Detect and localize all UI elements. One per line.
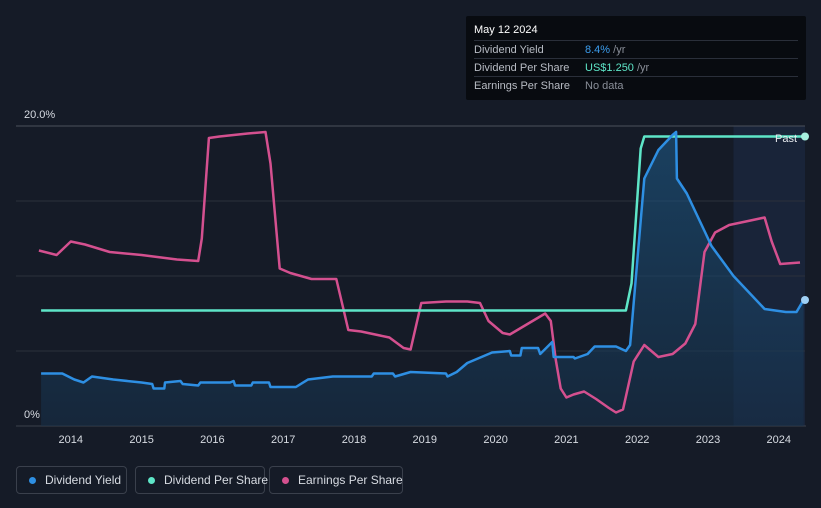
end-markers [801,132,809,304]
x-tick-label: 2016 [200,434,224,446]
legend-dividend-per-share[interactable]: Dividend Per Share [135,466,269,494]
dividend-yield-end-marker [801,296,809,304]
tooltip-row-earnings-per-share: Earnings Per Share No data [474,76,798,95]
legend-dot-icon [282,477,289,484]
dividend-per-share-end-marker [801,132,809,141]
y-axis-label-bottom: 0% [24,409,40,421]
tooltip-dividend-per-share-value: US$1.250 [585,62,634,74]
tooltip-earnings-value: No data [585,80,624,92]
dividend-yield-area [41,132,804,426]
tooltip-label: Dividend Yield [474,44,544,56]
tooltip-label: Earnings Per Share [474,80,570,92]
legend-dot-icon [148,477,155,484]
x-tick-label: 2020 [483,434,507,446]
legend-earnings-per-share[interactable]: Earnings Per Share [269,466,403,494]
tooltip-unit: /yr [610,44,626,56]
legend-label: Earnings Per Share [298,473,403,487]
legend-label: Dividend Yield [45,473,122,487]
x-tick-label: 2023 [696,434,720,446]
tooltip-dividend-yield-value: 8.4% [585,44,611,56]
tooltip-label: Dividend Per Share [474,62,570,74]
tooltip-row-dividend-yield: Dividend Yield 8.4% /yr [474,40,798,59]
earnings-per-share-line [38,130,801,414]
tooltip-row-dividend-per-share: Dividend Per Share US$1.250 /yr [474,58,798,77]
legend-label: Dividend Per Share [164,473,269,487]
legend-dot-icon [29,477,36,484]
tooltip-date: May 12 2024 [474,24,538,36]
tooltip-value: US$1.250 /yr [585,59,649,77]
tooltip-unit: /yr [633,62,650,74]
tooltip: May 12 2024 Dividend Yield 8.4% /yr Divi… [466,16,806,100]
x-tick-label: 2015 [129,434,153,446]
x-tick-label: 2014 [59,434,83,446]
dividend-yield-line [41,130,805,390]
x-tick-label: 2017 [271,434,295,446]
y-axis-label-top: 20.0% [24,109,55,121]
legend-dividend-yield[interactable]: Dividend Yield [16,466,127,494]
x-axis-ticks: 2014 2015 2016 2017 2018 2019 2020 2021 2022 2023… [59,434,791,446]
x-tick-label: 2019 [413,434,437,446]
tooltip-value: 8.4% /yr [585,41,625,59]
x-tick-label: 2018 [342,434,366,446]
past-label: Past [775,133,797,145]
x-tick-label: 2021 [554,434,578,446]
x-tick-label: 2024 [767,434,791,446]
x-tick-label: 2022 [625,434,649,446]
